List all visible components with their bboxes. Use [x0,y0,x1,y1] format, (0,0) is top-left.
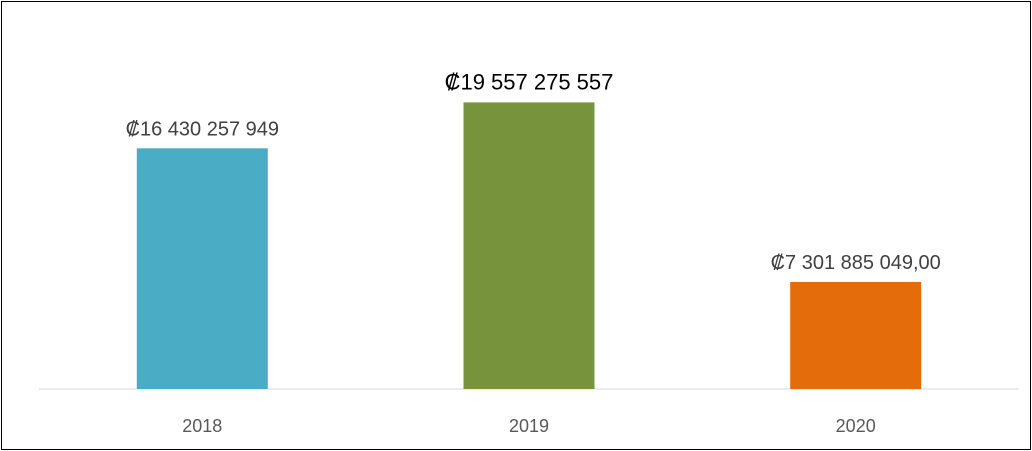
x-tick-labels-group: 2018 2019 2020 [182,416,875,436]
bar-2018 [136,148,268,389]
bar-2020 [790,282,922,389]
x-tick-label-2019: 2019 [509,416,549,436]
x-tick-label-2018: 2018 [182,416,222,436]
data-label-2019: ₡19 557 275 557 [445,69,614,94]
data-label-2018: ₡16 430 257 949 [126,118,279,140]
bars-group [136,102,922,390]
x-tick-label-2020: 2020 [836,416,876,436]
value-labels-group: ₡16 430 257 949 ₡19 557 275 557 ₡7 301 885… [126,69,941,274]
bar-2019 [463,102,595,390]
data-label-2020: ₡7 301 885 049,00 [771,252,941,274]
